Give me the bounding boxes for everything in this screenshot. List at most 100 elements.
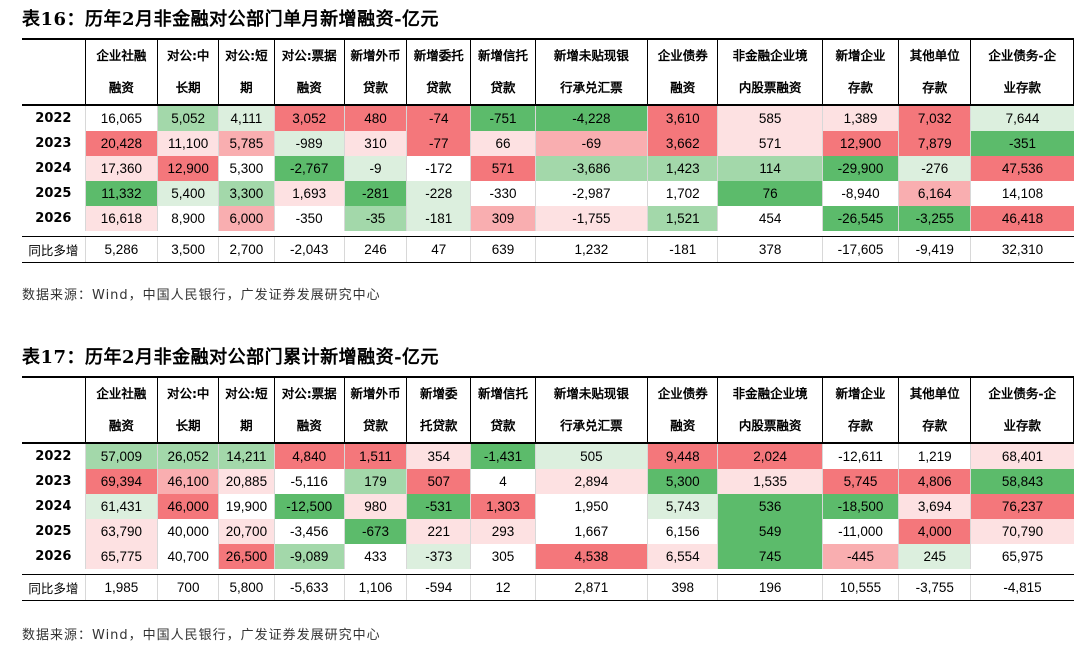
table16-source: 数据来源：Wind，中国人民银行，广发证券发展研究中心 — [22, 288, 381, 303]
col-header-top: 企业社融 — [84, 377, 159, 410]
table-cell: 505 — [534, 443, 648, 469]
table-cell: 26,500 — [218, 544, 275, 569]
table-cell: 1,106 — [343, 574, 407, 601]
table-cell: -29,900 — [821, 156, 899, 181]
table-cell: 5,800 — [218, 574, 275, 601]
table-cell: 57,009 — [84, 443, 158, 469]
table-cell: 549 — [717, 519, 823, 544]
table-cell: 507 — [406, 469, 471, 494]
table-cell: -181 — [406, 206, 471, 231]
table-cell: 305 — [470, 544, 536, 569]
table-cell: 3,610 — [647, 105, 718, 131]
row-label: 2023 — [35, 136, 72, 151]
table-cell: 221 — [406, 519, 471, 544]
table-row: 2022 57,009 26,052 14,211 4,840 1,511 354 -1,43… — [22, 443, 1074, 469]
table-cell: 4,000 — [898, 519, 971, 544]
table-cell: -351 — [970, 131, 1074, 156]
table-cell: 76 — [717, 181, 823, 206]
table-cell: 3,500 — [157, 236, 219, 263]
table-cell: 571 — [717, 131, 823, 156]
col-header-top: 对公:票据 — [273, 377, 345, 410]
table-cell: -989 — [273, 131, 345, 156]
col-header-bottom: 存款 — [898, 410, 972, 444]
col-header-bottom: 融资 — [84, 410, 159, 444]
table-cell: -9 — [343, 156, 407, 181]
col-header-top: 其他单位 — [898, 39, 972, 72]
table-cell: -69 — [534, 131, 648, 156]
table-cell: 46,418 — [970, 206, 1074, 231]
table-cell: 20,428 — [84, 131, 158, 156]
table-cell: -3,255 — [898, 206, 971, 231]
table-cell: 1,950 — [534, 494, 648, 519]
table-cell: -12,500 — [273, 494, 345, 519]
table-cell: 8,900 — [157, 206, 219, 231]
row-label: 2026 — [35, 211, 72, 226]
table-cell: 11,100 — [157, 131, 219, 156]
table-cell: 2,024 — [717, 443, 823, 469]
col-header-bottom: 长期 — [157, 410, 220, 444]
table-cell: 398 — [647, 574, 718, 601]
col-header-bottom: 内股票融资 — [717, 410, 823, 444]
table-cell: 58,843 — [970, 469, 1074, 494]
table-cell: 46,000 — [157, 494, 219, 519]
col-header-top: 对公:短 — [218, 39, 275, 72]
row-label: 2026 — [35, 549, 72, 564]
table17-body: 2022 57,009 26,052 14,211 4,840 1,511 354 -1,43… — [22, 443, 1074, 601]
col-header-top: 新增外币 — [343, 39, 408, 72]
col-header-bottom: 期 — [218, 72, 275, 106]
table-cell: -18,500 — [821, 494, 899, 519]
table-cell: 1,423 — [647, 156, 718, 181]
table-row: 2023 69,394 46,100 20,885 -5,116 179 507 4 2,894… — [22, 469, 1074, 494]
table-cell: 65,775 — [84, 544, 158, 569]
table-cell: 1,667 — [534, 519, 648, 544]
table-cell: 6,000 — [218, 206, 275, 231]
col-header-bottom: 业存款 — [970, 410, 1074, 444]
table-cell: 70,790 — [970, 519, 1074, 544]
table-cell: -4,228 — [534, 105, 648, 131]
table-cell: 7,879 — [898, 131, 971, 156]
table17-title: 表17：历年2月非金融对公部门累计新增融资-亿元 — [22, 347, 440, 368]
table-cell: 3,694 — [898, 494, 971, 519]
col-header-top: 其他单位 — [898, 377, 972, 410]
table-cell: 20,700 — [218, 519, 275, 544]
table-cell: 378 — [717, 236, 823, 263]
table-cell: 980 — [343, 494, 407, 519]
table-cell: 4,538 — [534, 544, 648, 569]
table-cell: -172 — [406, 156, 471, 181]
table17-header-row-1: 企业社融 对公:中 对公:短 对公:票据 新增外币 新增委 新增信托 新增未贴现… — [22, 377, 1074, 410]
col-header-top: 新增委托 — [406, 39, 472, 72]
col-header-top: 对公:短 — [218, 377, 275, 410]
table-cell: 5,052 — [157, 105, 219, 131]
col-header-bottom: 贷款 — [470, 72, 536, 106]
col-header-top: 企业债务-企 — [970, 39, 1074, 72]
table-cell: 6,164 — [898, 181, 971, 206]
row-label: 2023 — [35, 474, 72, 489]
table17-header-row-2: 融资 长期 期 融资 贷款 托贷款 贷款 行承兑汇票 融资 内股票融资 存款 存… — [22, 410, 1074, 444]
table-cell: 5,400 — [157, 181, 219, 206]
col-header-bottom: 存款 — [821, 72, 900, 106]
row-label: 2025 — [35, 186, 72, 201]
table-cell: 5,300 — [218, 156, 275, 181]
table16-corner — [22, 39, 86, 72]
table-cell: -2,767 — [273, 156, 345, 181]
table-cell: 1,303 — [470, 494, 536, 519]
col-header-bottom: 期 — [218, 410, 275, 444]
table17-corner — [22, 410, 86, 444]
table-cell: -12,611 — [821, 443, 899, 469]
table-cell: 571 — [470, 156, 536, 181]
col-header-bottom: 贷款 — [406, 72, 472, 106]
table-cell: -9,089 — [273, 544, 345, 569]
table-cell: 3,300 — [218, 181, 275, 206]
table-cell: -228 — [406, 181, 471, 206]
table-cell: 585 — [717, 105, 823, 131]
row-label: 同比多增 — [22, 236, 86, 263]
row-label: 2025 — [35, 524, 72, 539]
table-cell: -77 — [406, 131, 471, 156]
table-cell: 3,662 — [647, 131, 718, 156]
table-cell: -531 — [406, 494, 471, 519]
table-cell: -3,686 — [534, 156, 648, 181]
table-cell: -276 — [898, 156, 971, 181]
col-header-top: 企业社融 — [84, 39, 159, 72]
col-header-top: 新增委 — [406, 377, 472, 410]
table-cell: 66 — [470, 131, 536, 156]
